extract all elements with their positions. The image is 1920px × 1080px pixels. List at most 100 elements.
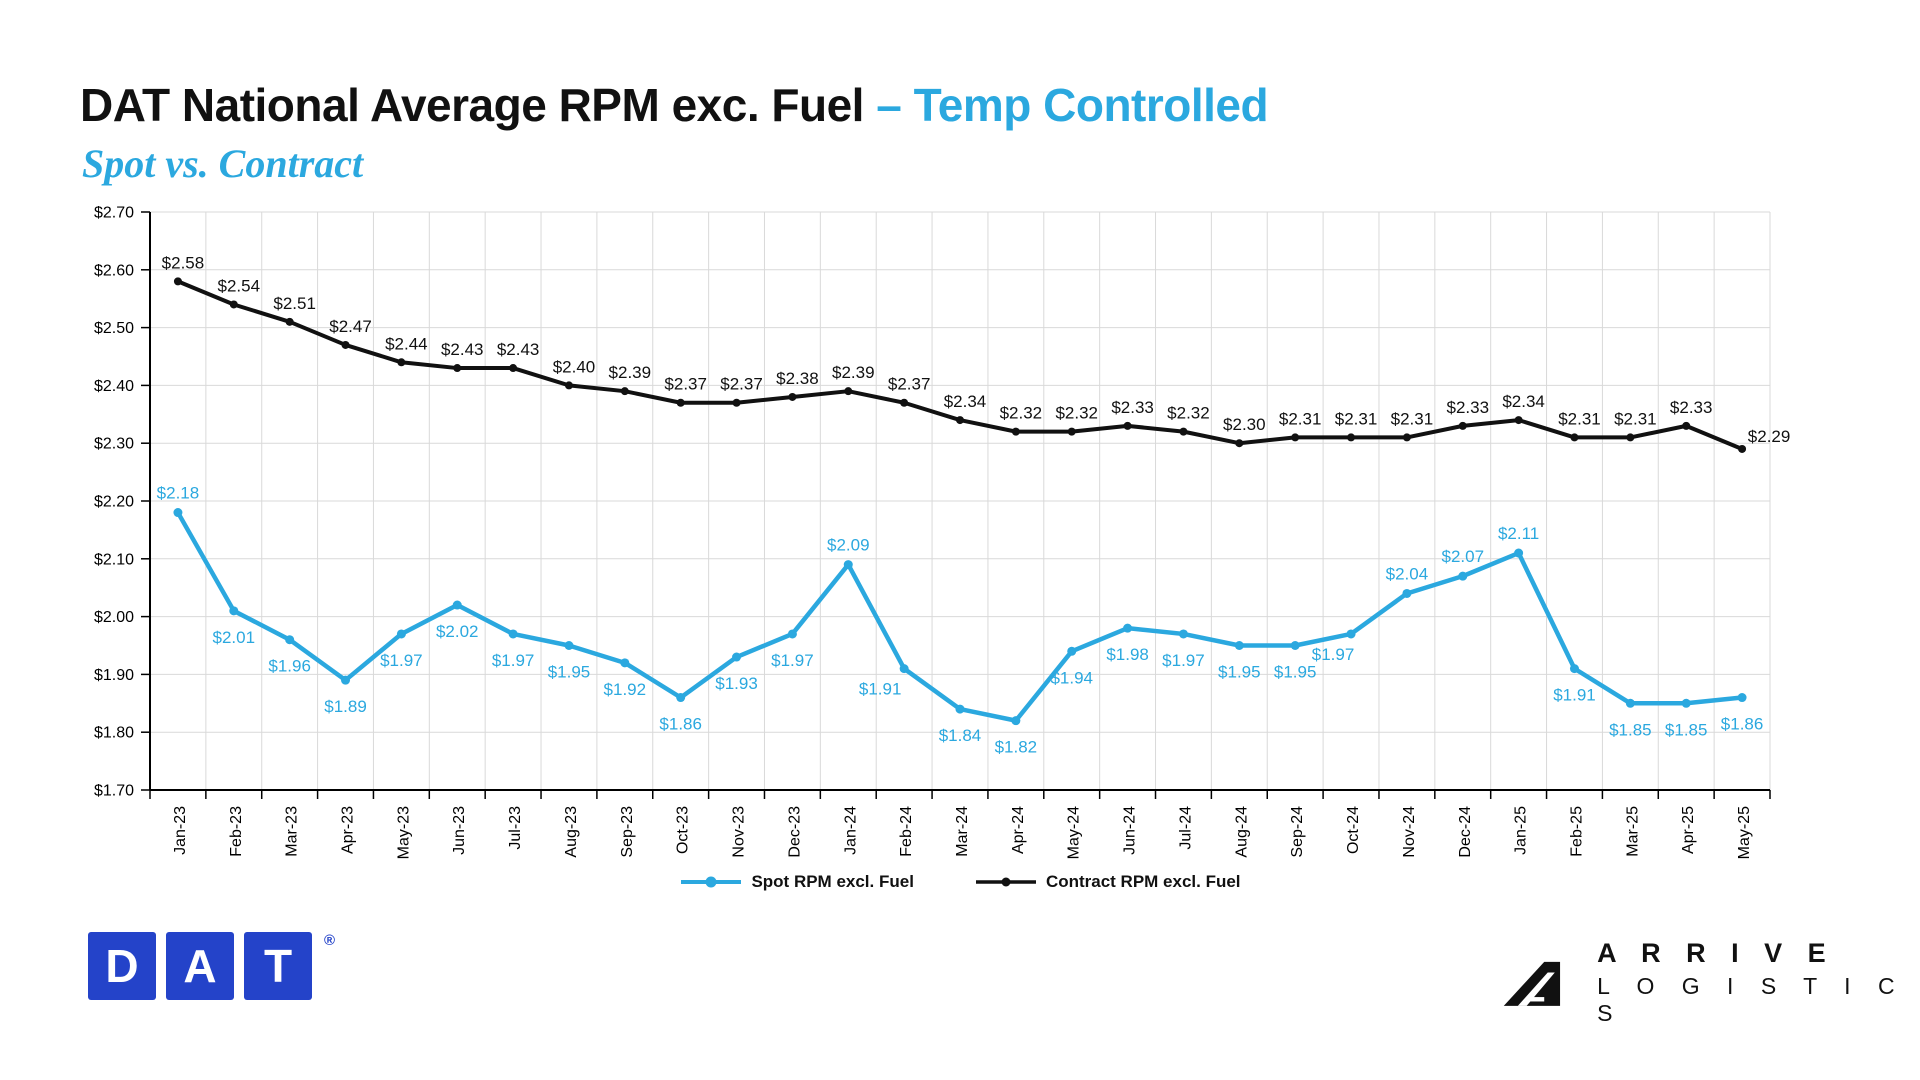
logistics-wordmark: L O G I S T I C S [1597, 973, 1906, 1026]
data-point [1067, 646, 1077, 656]
x-axis-label: Sep-24 [1289, 806, 1306, 858]
data-point [955, 704, 965, 714]
data-label: $2.30 [1223, 415, 1266, 434]
data-point [900, 398, 909, 407]
data-point [1569, 664, 1579, 674]
data-label: $2.01 [213, 628, 256, 647]
y-axis-label: $1.70 [94, 783, 134, 800]
data-point [732, 652, 742, 662]
dat-letter-d: D [105, 940, 139, 992]
data-point [452, 600, 462, 610]
data-label: $1.97 [1162, 651, 1205, 670]
x-axis-label: Oct-24 [1345, 806, 1362, 854]
data-point [620, 658, 630, 668]
x-axis-label: Jan-24 [842, 806, 859, 855]
data-point [1290, 641, 1300, 650]
data-label: $2.34 [1502, 392, 1545, 411]
data-point [397, 358, 406, 367]
data-point [1347, 433, 1356, 442]
data-label: $1.85 [1609, 720, 1652, 739]
data-point [564, 381, 573, 390]
data-label: $1.84 [939, 726, 982, 745]
y-axis-label: $2.10 [94, 551, 134, 568]
x-axis-labels: Jan-23 Feb-23 Mar-23 Apr-23 May-23 Jun-23 Jul-… [172, 806, 1753, 859]
data-point [1458, 421, 1467, 430]
data-label: $2.34 [944, 392, 987, 411]
data-label: $1.86 [659, 715, 702, 734]
y-axis-label: $2.60 [94, 262, 134, 279]
data-point [1682, 421, 1691, 430]
data-point [1514, 548, 1524, 558]
data-point [1514, 416, 1523, 425]
y-axis-label: $1.90 [94, 667, 134, 684]
data-point [956, 416, 964, 425]
y-axis-label: $1.80 [94, 725, 134, 742]
contract-line-series: $2.58 $2.54 $2.51 $2.47 $2.44 $2.43 $2.43 $2.40… [162, 253, 1790, 453]
data-label: $2.33 [1111, 398, 1154, 417]
data-label: $1.97 [1312, 645, 1355, 664]
x-axis-label: May-23 [395, 806, 412, 859]
data-label: $2.40 [553, 357, 596, 376]
data-label: $1.86 [1721, 715, 1764, 734]
data-point [341, 675, 351, 685]
data-label: $1.91 [1553, 686, 1596, 705]
data-label: $2.37 [664, 375, 707, 394]
data-label: $2.31 [1391, 409, 1434, 428]
data-label: $2.51 [273, 294, 316, 313]
data-point [676, 398, 685, 407]
data-label: $2.43 [497, 340, 540, 359]
data-label: $2.44 [385, 334, 428, 353]
y-axis-label: $2.30 [94, 436, 134, 453]
x-axis-label: Oct-23 [675, 806, 692, 854]
data-point [509, 364, 518, 373]
data-label: $2.07 [1441, 547, 1484, 566]
data-point [1178, 629, 1188, 639]
x-axis-label: Feb-25 [1568, 806, 1585, 857]
x-axis-label: Jun-24 [1122, 806, 1139, 855]
data-point [843, 560, 853, 570]
data-label: $1.85 [1665, 720, 1708, 739]
x-axis-label: Apr-24 [1010, 806, 1027, 854]
data-label: $2.32 [1000, 404, 1043, 423]
data-label: $2.18 [157, 484, 200, 503]
x-axis-label: Feb-23 [228, 806, 245, 857]
data-label: $1.95 [1218, 663, 1261, 682]
dat-letter-a: A [183, 940, 217, 992]
data-point [1291, 433, 1300, 442]
data-point [620, 387, 629, 396]
data-point [1011, 716, 1021, 726]
legend-label-contract: Contract RPM excl. Fuel [1045, 872, 1241, 891]
x-axis-label: May-25 [1736, 806, 1753, 859]
x-axis-label: Mar-23 [284, 806, 301, 857]
data-point [1179, 427, 1188, 436]
data-point [1402, 433, 1411, 442]
data-label: $2.38 [776, 369, 819, 388]
data-point [1123, 623, 1133, 633]
registered-trademark-icon: ® [324, 932, 336, 949]
x-axis-label: May-24 [1066, 806, 1083, 859]
data-point [285, 317, 294, 326]
data-label: $1.97 [380, 651, 423, 670]
data-label: $2.43 [441, 340, 484, 359]
data-point [1011, 427, 1020, 436]
arrive-logo-text: A R R I V E L O G I S T I C S [1597, 938, 1920, 1027]
legend-item-contract: Contract RPM excl. Fuel [974, 872, 1241, 892]
data-label: $1.89 [324, 697, 367, 716]
data-point [788, 392, 797, 401]
data-point [732, 398, 741, 407]
x-axis-label: Jan-25 [1513, 806, 1530, 855]
page-title: DAT National Average RPM exc. Fuel – Tem… [80, 78, 1269, 132]
data-point [173, 508, 183, 518]
data-point [1570, 433, 1579, 442]
data-label: $2.58 [162, 253, 205, 272]
data-label: $1.97 [771, 651, 814, 670]
data-point [676, 693, 686, 703]
dat-logo-square-a: A [166, 932, 234, 1000]
spot-legend-swatch-icon [681, 876, 742, 888]
data-label: $2.54 [218, 276, 261, 295]
data-point [229, 606, 239, 616]
data-point [1681, 698, 1691, 708]
x-axis-label: Aug-23 [563, 806, 580, 858]
data-label: $1.91 [859, 680, 902, 699]
chart-subtitle: Spot vs. Contract [82, 141, 364, 186]
